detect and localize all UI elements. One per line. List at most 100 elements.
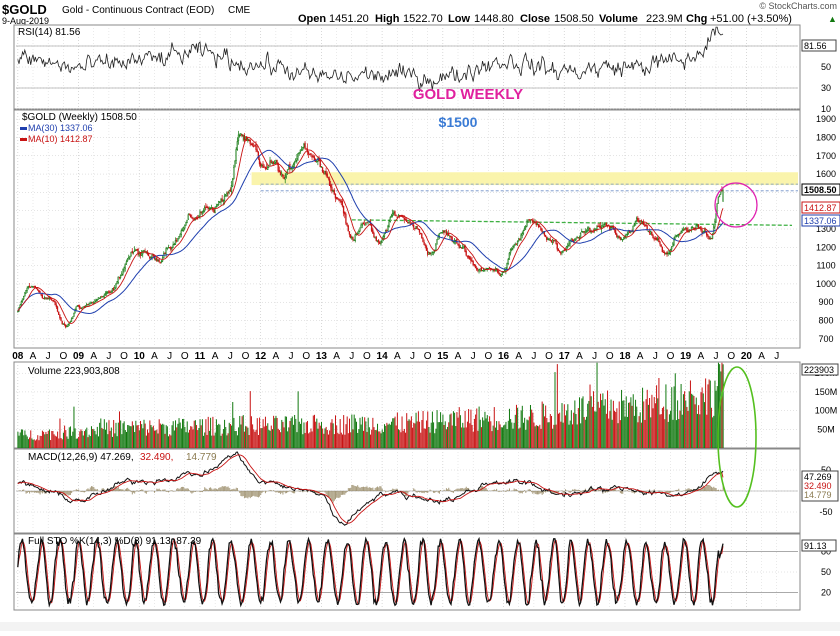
macd-hist-bar (22, 490, 23, 491)
macd-hist-bar (70, 491, 71, 495)
volume-bar (698, 405, 699, 448)
macd-hist-bar (240, 491, 241, 496)
volume-bar (259, 418, 260, 448)
macd-hist-bar (350, 488, 351, 491)
macd-hist-bar (122, 489, 123, 491)
volume-bar (233, 418, 234, 448)
macd-hist-bar (503, 490, 504, 491)
macd-hist-bar (572, 490, 573, 491)
candle-body (124, 268, 125, 270)
volume-bar (438, 422, 439, 448)
macd-hist-bar (201, 491, 202, 492)
volume-bar (697, 414, 698, 448)
candle-body (104, 295, 105, 297)
volume-bar (31, 438, 32, 448)
macd-hist-bar (562, 490, 563, 491)
volume-bar (235, 431, 236, 448)
macd-hist-bar (714, 488, 715, 491)
volume-bar (530, 405, 531, 448)
volume-bar (58, 438, 59, 448)
candle-body (402, 216, 403, 217)
volume-bar (539, 425, 540, 448)
candle-body (672, 244, 673, 247)
candle-body (710, 238, 711, 239)
x-tick-label: J (289, 351, 294, 362)
close-value: 1508.50 (554, 13, 594, 25)
volume-bar (674, 386, 675, 448)
volume-bar (180, 423, 181, 448)
candle-body (43, 298, 44, 299)
candle-body (237, 141, 238, 149)
volume-bar (476, 409, 477, 448)
macd-hist-bar (117, 488, 118, 491)
volume-bar (270, 431, 271, 448)
volume-bar (84, 431, 85, 448)
candle-body (208, 207, 209, 209)
macd-hist-bar (340, 491, 341, 497)
volume-bar (153, 426, 154, 448)
candle-body (570, 241, 571, 244)
candle-body (649, 232, 650, 233)
volume-bar (386, 423, 387, 448)
volume-bar (173, 421, 174, 448)
candle-body (28, 286, 29, 287)
candle-body (508, 259, 509, 263)
candle-body (233, 168, 234, 179)
volume-bar (434, 433, 435, 448)
macd-hist-bar (414, 489, 415, 491)
macd-hist-bar (92, 486, 93, 491)
volume-bar (364, 417, 365, 448)
volume-bar (63, 433, 64, 448)
candle-body (191, 217, 192, 218)
macd-hist-bar (717, 490, 718, 491)
candle-body (303, 144, 304, 147)
candle-body (530, 220, 531, 221)
volume-bar (236, 431, 237, 448)
macd-hist-bar (523, 491, 524, 492)
candle-body (202, 212, 203, 213)
macd-hist-bar (721, 490, 722, 491)
volume-bar (453, 411, 454, 448)
candle-body (93, 303, 94, 304)
volume-bar (411, 416, 412, 448)
candle-body (711, 238, 712, 239)
volume-bar (209, 431, 210, 448)
candle-body (324, 171, 325, 174)
candle-body (678, 234, 679, 235)
macd-hist-bar (87, 488, 88, 491)
candle-body (120, 275, 121, 277)
volume-bar (473, 432, 474, 448)
volume-bar (692, 395, 693, 448)
macd-hist-bar (336, 491, 337, 498)
volume-bar (577, 424, 578, 448)
candle-body (111, 292, 112, 293)
x-tick-label: 13 (316, 351, 328, 362)
macd-hist-bar (125, 489, 126, 491)
volume-bar (375, 430, 376, 448)
volume-bar (108, 420, 109, 448)
candle-body (551, 240, 552, 242)
volume-bar (159, 419, 160, 448)
volume-bar (57, 432, 58, 448)
macd-hist-bar (670, 491, 671, 493)
volume-bar (189, 430, 190, 448)
macd-hist-bar (256, 491, 257, 497)
candle-body (353, 237, 354, 239)
candle-body (217, 205, 218, 207)
volume-bar (275, 416, 276, 448)
candle-body (354, 240, 355, 241)
macd-hist-bar (189, 490, 190, 491)
volume-bar (495, 428, 496, 448)
candle-body (494, 270, 495, 271)
candle-body (684, 229, 685, 230)
volume-bar (377, 424, 378, 448)
volume-bar (664, 419, 665, 448)
candle-body (310, 154, 311, 155)
volume-bar (607, 391, 608, 448)
volume-bar (279, 430, 280, 448)
volume-bar (470, 410, 471, 448)
volume-bar (466, 427, 467, 448)
candle-body (204, 207, 205, 210)
volume-bar (655, 403, 656, 448)
candle-body (170, 247, 171, 249)
